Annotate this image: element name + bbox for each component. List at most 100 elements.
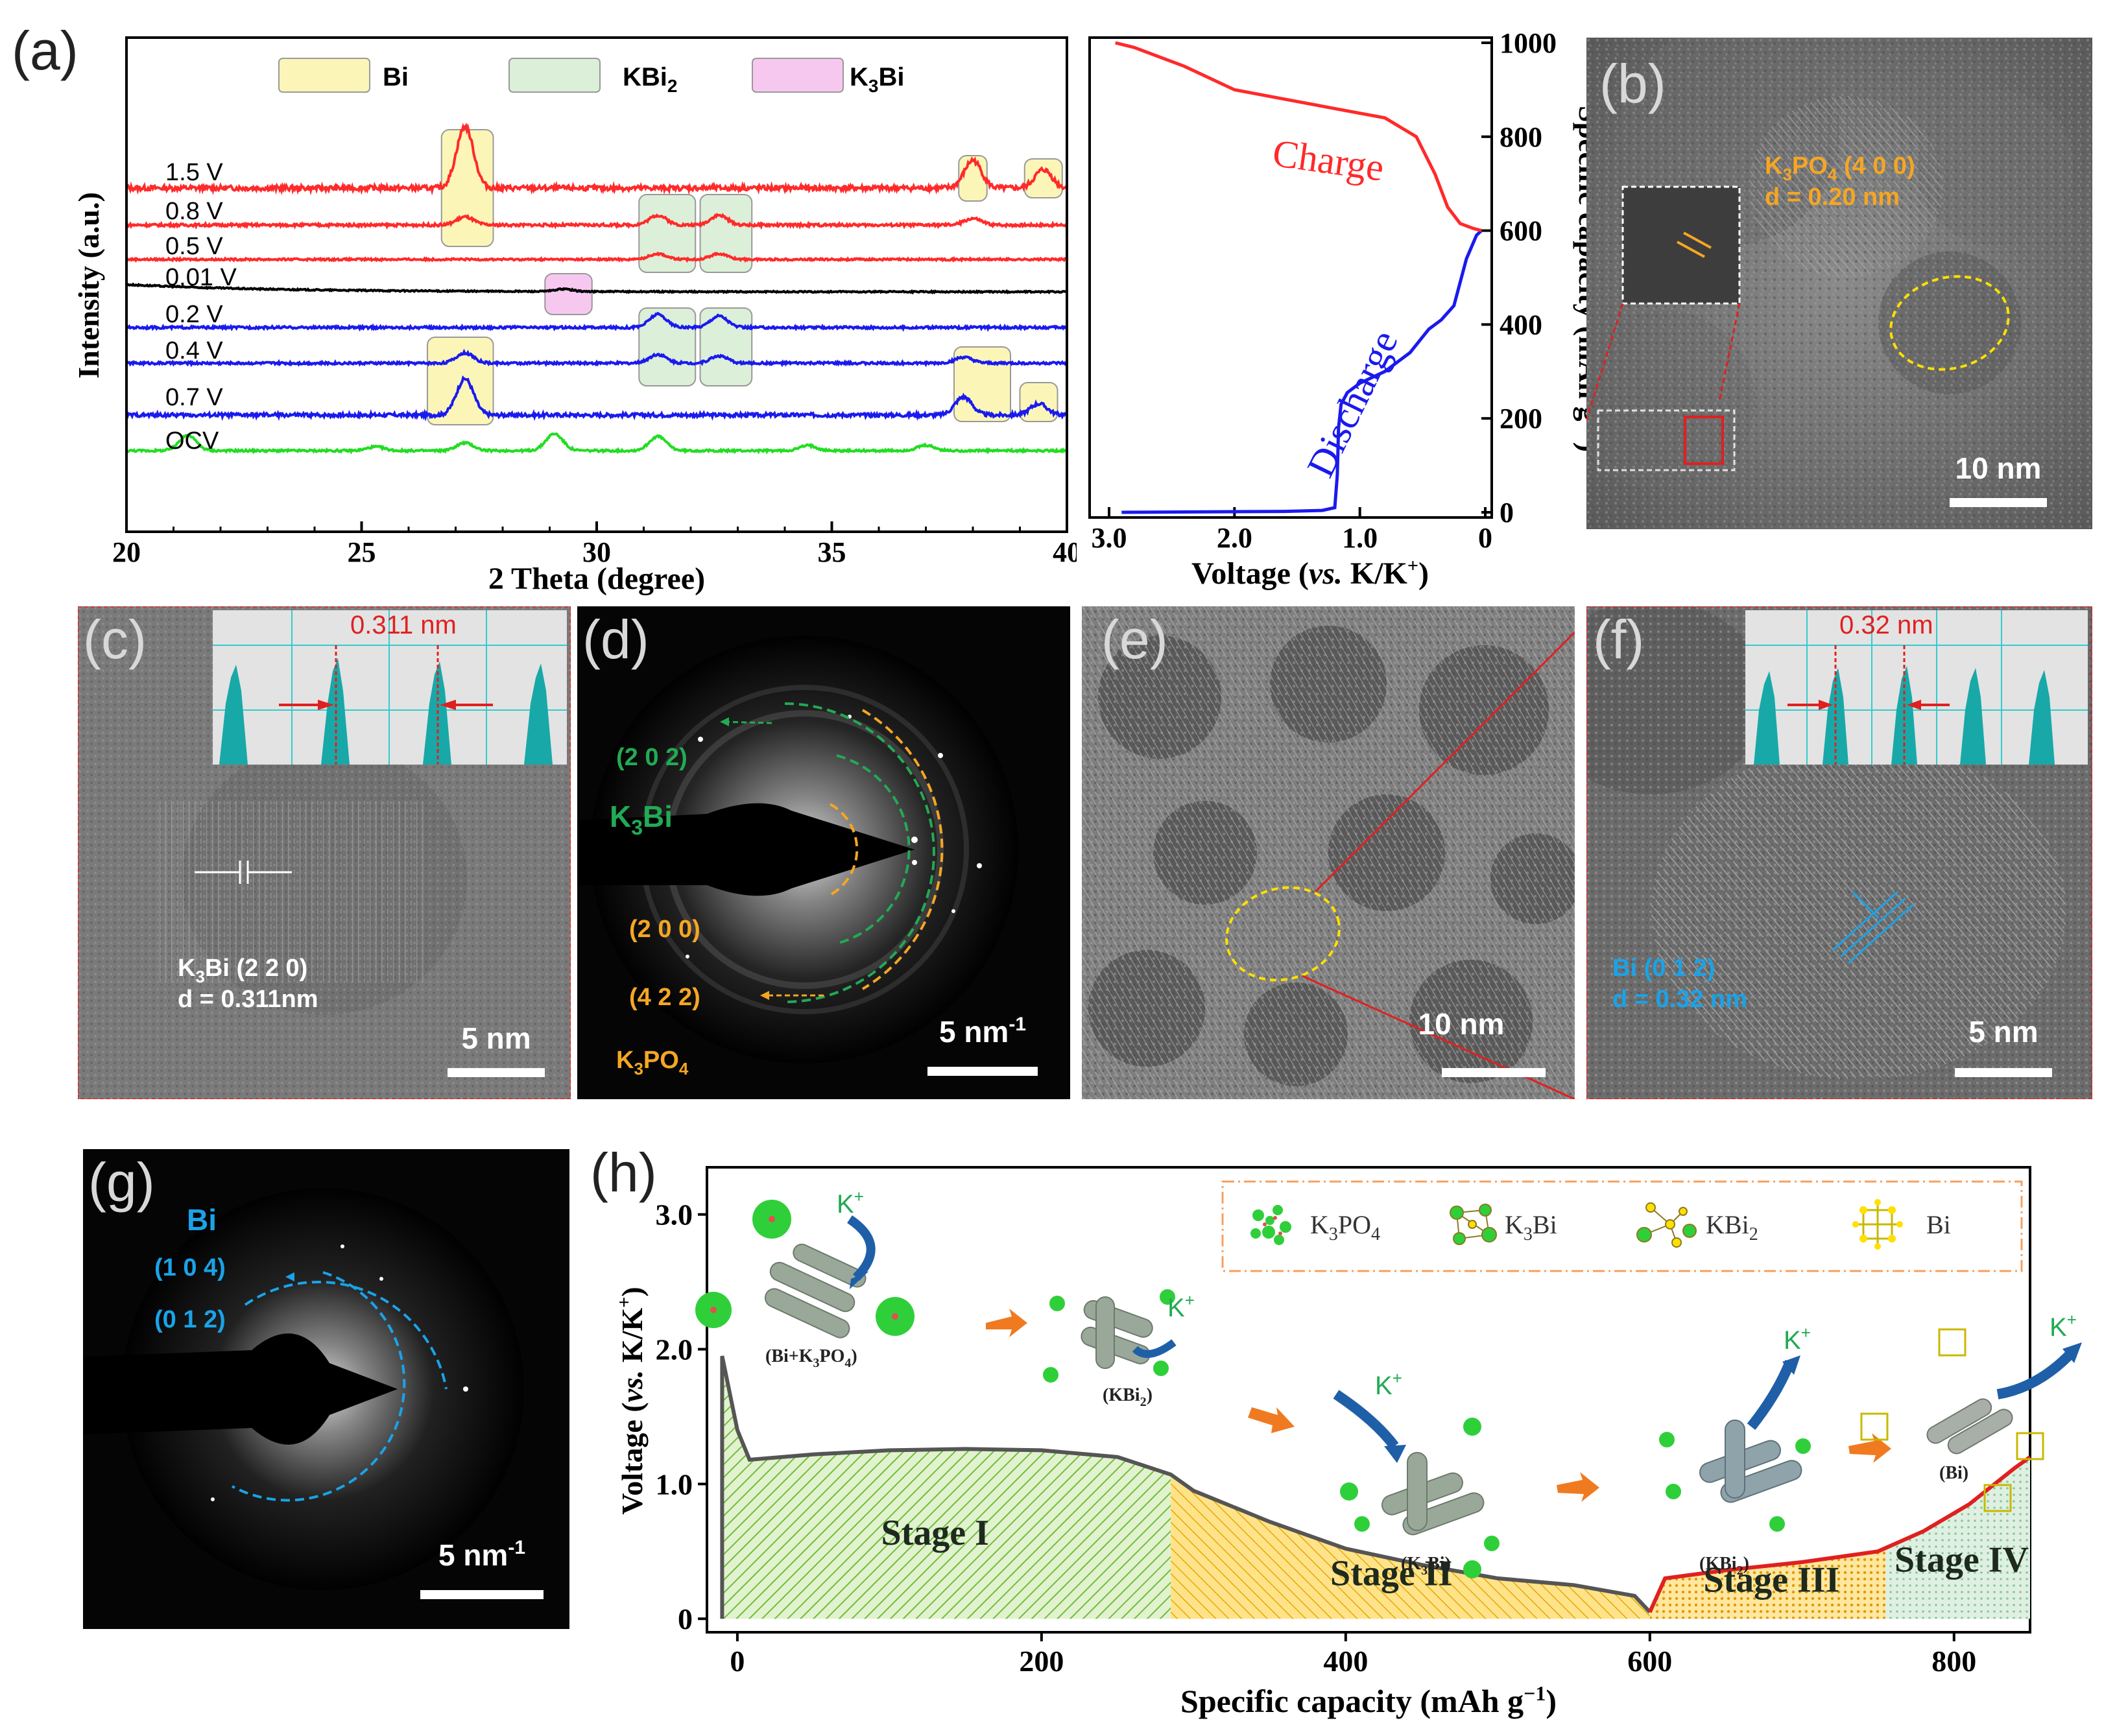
e-scale-text: 10 nm bbox=[1418, 1007, 1505, 1041]
panel-c-hrtem: 0.311 nm K3Bi (2 2 0) d = 0.311nm 5 nm (… bbox=[78, 606, 571, 1099]
xrd-series-1_5V bbox=[125, 123, 1068, 196]
legend-kbi2: KBi2 bbox=[1706, 1210, 1758, 1244]
panel-c-label: (c) bbox=[83, 609, 147, 670]
xrd-xtick-label: 20 bbox=[112, 536, 141, 568]
profile-charge-curve bbox=[1115, 41, 1482, 233]
xrd-series-label: 0.2 V bbox=[165, 301, 223, 328]
c-d-spacing: d = 0.311nm bbox=[178, 986, 318, 1013]
xrd-peak-highlight bbox=[544, 273, 593, 315]
xrd-series-label: 0.7 V bbox=[165, 384, 223, 411]
f-phase-label: Bi (0 1 2) bbox=[1612, 955, 1715, 982]
d-ring-k3po4-200: (2 0 0) bbox=[629, 916, 700, 943]
b-d-spacing: d = 0.20 nm bbox=[1765, 184, 1900, 211]
h-caption-2: (KBi2) bbox=[1103, 1385, 1153, 1409]
xrd-xtick-label: 25 bbox=[348, 536, 376, 568]
xrd-frame bbox=[125, 36, 1068, 533]
xrd-series-label: 0.4 V bbox=[165, 337, 223, 364]
h-arrow-2 bbox=[1248, 1407, 1295, 1433]
h-stage3-illustration: K+ (K3Bi) bbox=[1333, 1368, 1500, 1578]
xrd-ylabel: Intensity (a.u.) bbox=[72, 192, 105, 379]
panel-h-label: (h) bbox=[590, 1142, 657, 1203]
h-stage-label: Stage I bbox=[881, 1513, 988, 1553]
xrd-xlabel: 2 Theta (degree) bbox=[488, 562, 705, 596]
h-ytick-label: 3.0 bbox=[656, 1198, 693, 1231]
xrd-xtick-label: 35 bbox=[818, 536, 846, 568]
xrd-legend-swatch bbox=[278, 58, 370, 93]
f-scale-text: 5 nm bbox=[1968, 1015, 2038, 1049]
profile-xtick-label: 0 bbox=[1478, 522, 1492, 554]
panel-g-saed: Bi (1 0 4) (0 1 2) 5 nm-1 (g) bbox=[83, 1149, 569, 1629]
d-phase-k3po4: K3PO4 bbox=[616, 1047, 689, 1078]
h-xtick-label: 400 bbox=[1323, 1645, 1368, 1678]
profile-ytick-label: 800 bbox=[1500, 121, 1542, 153]
h-ylabel: Voltage (vs. K/K+) bbox=[614, 1287, 649, 1514]
h-xtick-label: 0 bbox=[730, 1645, 745, 1678]
h-arrow-3 bbox=[1557, 1472, 1599, 1502]
h-kplus-1: K+ bbox=[837, 1187, 864, 1219]
panel-d-label: (d) bbox=[582, 609, 649, 670]
profile-discharge-curve bbox=[1121, 229, 1483, 514]
profile-xlabel: Voltage (vs. K/K+) bbox=[1191, 555, 1429, 591]
h-kplus-4: K+ bbox=[1784, 1323, 1811, 1355]
panel-b-label: (b) bbox=[1599, 53, 1666, 114]
bi-cluster-icon bbox=[1852, 1199, 1903, 1250]
c-scale-text: 5 nm bbox=[461, 1021, 531, 1055]
h-charge-curve bbox=[1648, 1455, 2031, 1613]
xrd-legend-label: KBi2 bbox=[623, 63, 677, 96]
profile-xtick-label: 1.0 bbox=[1342, 522, 1378, 554]
h-ytick-label: 2.0 bbox=[656, 1333, 693, 1366]
e-selected-area bbox=[1225, 886, 1341, 982]
h-xlabel: Specific capacity (mAh g−1) bbox=[1180, 1682, 1557, 1719]
b-selected-area bbox=[1889, 275, 2010, 371]
h-stage-label: Stage II bbox=[1330, 1553, 1452, 1593]
e-scale-bar bbox=[1442, 1068, 1546, 1077]
h-kplus-2: K+ bbox=[1167, 1290, 1195, 1322]
xrd-legend-swatch bbox=[508, 58, 601, 93]
h-caption-3: (K3Bi) bbox=[1401, 1554, 1451, 1578]
h-stage2-illustration: K+ (KBi2) bbox=[1043, 1289, 1195, 1409]
g-scale-bar bbox=[420, 1590, 544, 1599]
panel-b-tem: 10 nm K3PO4 (4 0 0) d = 0.20 nm (b) bbox=[1586, 38, 2092, 529]
h-legend: K3PO4 K3Bi KBi2 Bi bbox=[1221, 1180, 2023, 1272]
xrd-series-label: 0.5 V bbox=[165, 233, 223, 260]
xrd-peak-highlight bbox=[1023, 158, 1063, 198]
kbi2-cluster-icon bbox=[1636, 1202, 1697, 1248]
h-xtick-label: 800 bbox=[1931, 1645, 1976, 1678]
d-phase-k3bi: K3Bi bbox=[610, 800, 673, 839]
panel-a-xrd: 20 25 30 35 40 Bi KBi2 K3Bi 1.5 V 0.8 V 0.5 V 0.0… bbox=[72, 36, 1077, 596]
h-caption-4: (KBi2) bbox=[1699, 1554, 1749, 1578]
h-kplus-5: K+ bbox=[2050, 1310, 2077, 1342]
g-phase-label: Bi bbox=[187, 1203, 217, 1237]
f-profile-distance: 0.32 nm bbox=[1839, 611, 1933, 639]
panel-e-label: (e) bbox=[1101, 609, 1168, 670]
h-stage-label: Stage III bbox=[1703, 1560, 1839, 1600]
g-scale-text: 5 nm-1 bbox=[438, 1537, 525, 1572]
profile-ytick-label: 600 bbox=[1500, 215, 1542, 247]
h-kplus-3: K+ bbox=[1375, 1368, 1402, 1400]
h-xtick-label: 600 bbox=[1627, 1645, 1672, 1678]
xrd-series-label: 0.8 V bbox=[165, 198, 223, 225]
h-stage5-illustration: K+ (Bi) bbox=[1860, 1310, 2082, 1512]
panel-a-label: (a) bbox=[12, 20, 78, 81]
panel-d-saed: (2 0 2) K3Bi (2 0 0) (4 2 2) K3PO4 5 nm-… bbox=[577, 606, 1070, 1099]
g-ring-104: (1 0 4) bbox=[154, 1254, 226, 1281]
xrd-series-0_2V bbox=[125, 311, 1068, 332]
xrd-series-label: 0.01 V bbox=[165, 264, 237, 291]
profile-ytick-label: 200 bbox=[1500, 403, 1542, 434]
c-profile-inset: 0.311 nm bbox=[213, 610, 567, 765]
k3bi-cluster-icon bbox=[1450, 1204, 1497, 1245]
xrd-series-0_5V bbox=[126, 251, 1068, 263]
legend-k3bi: K3Bi bbox=[1505, 1210, 1557, 1244]
panel-g-label: (g) bbox=[88, 1152, 155, 1213]
h-voltage-curve bbox=[720, 1355, 1651, 1619]
d-ring-k3bi-hkl: (2 0 2) bbox=[616, 744, 687, 771]
profile-ytick-label: 0 bbox=[1500, 497, 1514, 529]
c-scale-bar bbox=[448, 1068, 545, 1077]
panel-e-tem: 10 nm (e) bbox=[1082, 606, 1575, 1099]
discharge-annotation: Discharge bbox=[1298, 324, 1405, 484]
h-caption-5: (Bi) bbox=[1939, 1463, 1968, 1483]
h-ytick-label: 1.0 bbox=[656, 1468, 693, 1501]
panel-f-hrtem: 0.32 nm Bi (0 1 2) d = 0.32 nm 5 nm (f) bbox=[1586, 606, 2092, 1099]
h-stage1-illustration: K+ (Bi+K3PO4) bbox=[695, 1187, 915, 1370]
h-ytick-label: 0 bbox=[678, 1602, 693, 1635]
